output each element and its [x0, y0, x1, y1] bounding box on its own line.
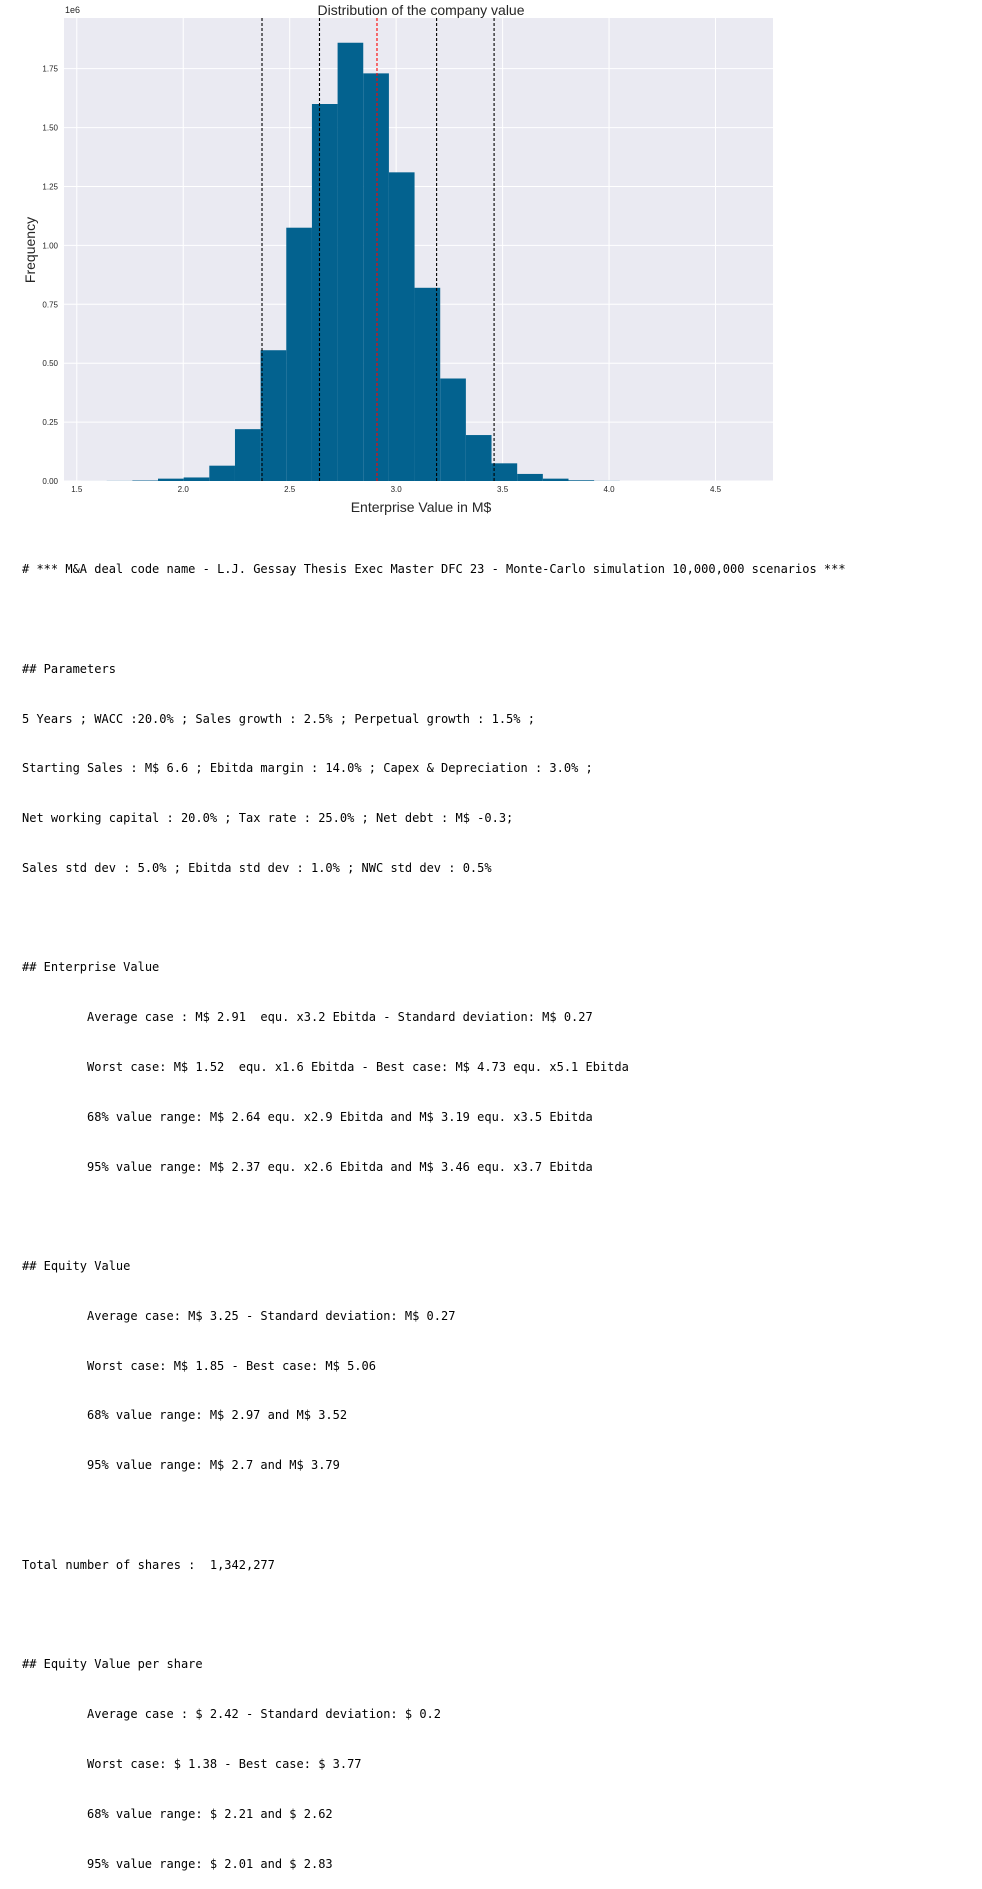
- parameters-line: Starting Sales : M$ 6.6 ; Ebitda margin …: [22, 760, 972, 777]
- x-tick-label: 1.5: [71, 485, 83, 494]
- histogram-bar: [568, 480, 594, 481]
- x-tick-labels: 1.5 2.0 2.5 3.0 3.5 4.0 4.5: [71, 485, 721, 494]
- histogram-chart: 1.5 2.0 2.5 3.0 3.5 4.0 4.5 0.00 0.25 0.50 0.75 1.…: [0, 0, 982, 520]
- histogram-bar: [184, 477, 210, 481]
- enterprise-value-title: ## Enterprise Value: [22, 959, 972, 976]
- histogram-bar: [389, 172, 415, 481]
- y-tick-label: 1.00: [42, 241, 58, 250]
- histogram-bar: [466, 435, 492, 481]
- equity-value-line: Average case: M$ 3.25 - Standard deviati…: [22, 1308, 972, 1325]
- equity-per-share-line: Worst case: $ 1.38 - Best case: $ 3.77: [22, 1756, 972, 1773]
- x-tick-label: 3.5: [497, 485, 509, 494]
- x-tick-label: 2.0: [178, 485, 190, 494]
- y-tick-label: 1.75: [42, 65, 58, 74]
- equity-value-line: 68% value range: M$ 2.97 and M$ 3.52: [22, 1407, 972, 1424]
- y-tick-label: 1.50: [42, 124, 58, 133]
- y-axis-label: Frequency: [22, 217, 38, 283]
- y-tick-label: 0.75: [42, 300, 58, 309]
- y-tick-label: 0.00: [42, 477, 58, 486]
- y-multiplier-label: 1e6: [65, 5, 80, 15]
- parameters-title: ## Parameters: [22, 661, 972, 678]
- chart-title: Distribution of the company value: [318, 2, 525, 18]
- report-header: # *** M&A deal code name - L.J. Gessay T…: [22, 561, 972, 578]
- x-tick-label: 4.5: [710, 485, 722, 494]
- histogram-bar: [440, 379, 466, 481]
- histogram-bar: [338, 43, 364, 481]
- equity-per-share-title: ## Equity Value per share: [22, 1656, 972, 1673]
- simulation-report: # *** M&A deal code name - L.J. Gessay T…: [22, 528, 972, 1889]
- histogram-bar: [312, 104, 338, 481]
- parameters-line: Sales std dev : 5.0% ; Ebitda std dev : …: [22, 860, 972, 877]
- y-tick-label: 0.50: [42, 359, 58, 368]
- histogram-bar: [261, 350, 287, 481]
- histogram-bar: [158, 479, 184, 481]
- x-tick-label: 3.0: [391, 485, 403, 494]
- histogram-bar: [286, 228, 312, 481]
- enterprise-value-line: 68% value range: M$ 2.64 equ. x2.9 Ebitd…: [22, 1109, 972, 1126]
- x-axis-label: Enterprise Value in M$: [351, 499, 492, 515]
- equity-per-share-line: 68% value range: $ 2.21 and $ 2.62: [22, 1806, 972, 1823]
- equity-per-share-line: Average case : $ 2.42 - Standard deviati…: [22, 1706, 972, 1723]
- equity-value-title: ## Equity Value: [22, 1258, 972, 1275]
- histogram-bar: [492, 463, 518, 481]
- parameters-line: Net working capital : 20.0% ; Tax rate :…: [22, 810, 972, 827]
- parameters-line: 5 Years ; WACC :20.0% ; Sales growth : 2…: [22, 711, 972, 728]
- histogram-bar: [517, 474, 543, 481]
- histogram-bar: [363, 73, 389, 481]
- equity-value-line: 95% value range: M$ 2.7 and M$ 3.79: [22, 1457, 972, 1474]
- enterprise-value-line: 95% value range: M$ 2.37 equ. x2.6 Ebitd…: [22, 1159, 972, 1176]
- x-tick-label: 2.5: [284, 485, 296, 494]
- enterprise-value-line: Worst case: M$ 1.52 equ. x1.6 Ebitda - B…: [22, 1059, 972, 1076]
- y-tick-label: 0.25: [42, 418, 58, 427]
- equity-value-line: Worst case: M$ 1.85 - Best case: M$ 5.06: [22, 1358, 972, 1375]
- total-shares: Total number of shares : 1,342,277: [22, 1557, 972, 1574]
- histogram-bar: [543, 479, 569, 481]
- histogram-bar: [209, 466, 235, 481]
- x-tick-label: 4.0: [603, 485, 615, 494]
- histogram-bar: [235, 429, 261, 481]
- enterprise-value-line: Average case : M$ 2.91 equ. x3.2 Ebitda …: [22, 1009, 972, 1026]
- y-tick-label: 1.25: [42, 182, 58, 191]
- y-tick-labels: 0.00 0.25 0.50 0.75 1.00 1.25 1.50 1.75: [42, 65, 58, 486]
- equity-per-share-line: 95% value range: $ 2.01 and $ 2.83: [22, 1856, 972, 1873]
